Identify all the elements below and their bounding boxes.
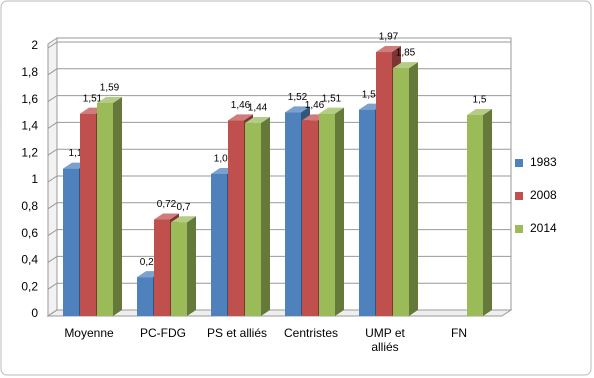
legend-swatch — [515, 225, 523, 233]
bar-top — [393, 62, 418, 69]
y-tick-label: 0,4 — [21, 253, 38, 267]
value-label: 1,85 — [396, 48, 416, 59]
bar-top — [319, 107, 344, 114]
bar — [137, 277, 153, 316]
x-tick-label: UMP et alliés — [365, 326, 405, 354]
legend-label: 1983 — [530, 155, 557, 169]
bar-top — [245, 117, 270, 124]
x-tick-label: Centristes — [283, 326, 339, 340]
bar-side — [483, 109, 492, 316]
y-tick-label: 2 — [31, 38, 38, 52]
y-tick-label: 0,6 — [21, 226, 38, 240]
value-label: 1,5 — [473, 95, 487, 106]
value-label: 0,29 — [140, 257, 160, 268]
bar — [80, 113, 96, 316]
y-tick-label: 0,8 — [21, 199, 38, 213]
grid-line — [47, 68, 511, 76]
bar-side — [261, 117, 270, 316]
value-label: 1,51 — [322, 93, 342, 104]
x-tick-label: PS et alliés — [206, 326, 268, 340]
bar — [393, 68, 409, 316]
grid-line — [47, 41, 511, 49]
value-label: 1,59 — [100, 83, 120, 94]
bar — [285, 112, 301, 316]
bar — [359, 109, 375, 316]
value-label: 0,7 — [177, 202, 191, 213]
bar — [154, 219, 170, 316]
legend-label: 2014 — [530, 221, 557, 235]
bar-side — [187, 216, 196, 316]
bar-top — [285, 106, 310, 113]
bar — [376, 52, 392, 317]
value-label: 1,51 — [83, 93, 103, 104]
bar-top — [154, 213, 179, 220]
bar — [302, 120, 318, 316]
legend-label: 2008 — [530, 188, 557, 202]
bar-top — [228, 114, 253, 121]
value-label: 1,1 — [69, 148, 83, 159]
back-wall — [56, 37, 512, 311]
y-tick-label: 1,8 — [21, 65, 38, 79]
grid-line — [47, 95, 511, 103]
value-label: 1,46 — [231, 100, 251, 111]
value-label: 0,72 — [157, 199, 177, 210]
bar — [211, 173, 227, 316]
bar-side — [113, 96, 122, 316]
y-tick-label: 1,2 — [21, 145, 38, 159]
bar-top — [97, 96, 122, 103]
bar-side — [409, 62, 418, 316]
y-tick-label: 1,6 — [21, 92, 38, 106]
y-tick-label: 0,2 — [21, 279, 38, 293]
y-tick-label: 0 — [31, 306, 38, 320]
bar — [171, 222, 187, 316]
y-tick-label: 1,4 — [21, 119, 38, 133]
value-label: 1,44 — [248, 103, 268, 114]
bar — [319, 113, 335, 316]
value-label: 1,54 — [362, 89, 382, 100]
x-tick-label: PC-FDG — [140, 326, 186, 340]
bar — [97, 102, 113, 316]
legend-swatch — [515, 192, 523, 200]
value-label: 1,52 — [288, 92, 308, 103]
value-label: 1,06 — [214, 154, 234, 165]
legend-swatch — [515, 159, 523, 167]
bar-top — [467, 109, 492, 115]
x-tick-label: Moyenne — [64, 326, 114, 340]
bar-top — [376, 46, 401, 53]
bar — [467, 115, 483, 316]
bar — [228, 120, 244, 316]
bar — [245, 123, 261, 316]
y-tick-label: 1 — [31, 172, 38, 186]
value-label: 1,97 — [379, 32, 399, 43]
value-label: 1,46 — [305, 100, 325, 111]
bar-top — [171, 216, 196, 223]
x-tick-label: FN — [451, 326, 467, 340]
bar — [63, 168, 79, 316]
bar-side — [335, 107, 344, 316]
